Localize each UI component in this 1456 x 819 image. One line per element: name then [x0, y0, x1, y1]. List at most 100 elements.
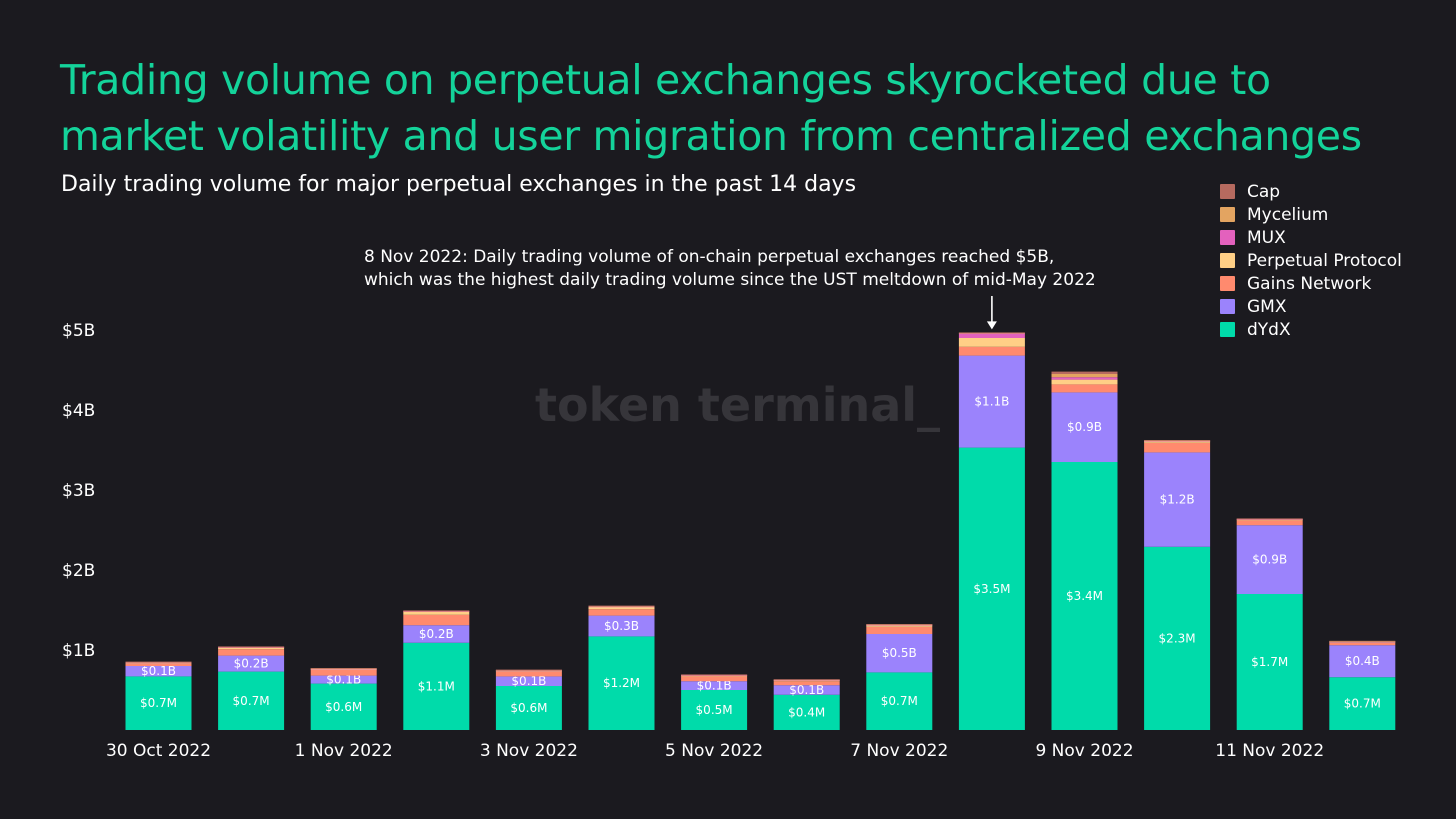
bar-segment-perpetual-protocol — [958, 338, 1025, 347]
legend-swatch — [1220, 184, 1235, 199]
data-label: $0.9B — [1252, 553, 1287, 567]
data-label: $0.5B — [882, 646, 917, 660]
bar-segment-gmx — [681, 681, 748, 690]
bar-segment-dydx — [866, 672, 933, 730]
legend-label: Perpetual Protocol — [1247, 250, 1402, 271]
data-label: $0.7M — [1344, 697, 1381, 711]
data-label: $0.1B — [697, 679, 732, 693]
bar-segment-perpetual-protocol — [403, 611, 470, 615]
data-label: $0.1B — [511, 674, 546, 688]
data-label: $0.6M — [325, 700, 362, 714]
legend-swatch — [1220, 207, 1235, 222]
data-label: $0.5M — [696, 703, 733, 717]
legend-item: Gains Network — [1220, 272, 1402, 295]
bar-segment-dydx — [1236, 594, 1303, 730]
bar-segment-cap — [958, 332, 1025, 334]
x-tick-label: 9 Nov 2022 — [1035, 741, 1133, 761]
bar-segment-dydx — [773, 694, 840, 730]
bar-segment-mux — [125, 662, 192, 664]
legend-label: MUX — [1247, 227, 1286, 248]
y-tick-label: $4B — [62, 401, 95, 421]
bar-segment-perpetual-protocol — [1329, 642, 1396, 643]
legend-item: dYdX — [1220, 318, 1402, 341]
bar-segment-gmx — [958, 355, 1025, 448]
legend-label: GMX — [1247, 296, 1287, 317]
bar-segment-cap — [681, 674, 748, 676]
data-label: $3.4M — [1066, 589, 1103, 603]
bar-segment-gains-network — [866, 626, 933, 634]
bar-segment-perpetual-protocol — [773, 680, 840, 682]
data-label: $0.1B — [789, 683, 824, 697]
bar-segment-mux — [495, 670, 562, 672]
data-label: $1.2B — [1160, 493, 1195, 507]
bar-segment-dydx — [310, 683, 377, 730]
bar-segment-gmx — [1329, 645, 1396, 678]
bar-segment-perpetual-protocol — [588, 606, 655, 610]
bar-segment-mux — [958, 333, 1025, 338]
data-label: $1.7M — [1251, 655, 1288, 669]
data-label: $0.1B — [326, 673, 361, 687]
legend-swatch — [1220, 299, 1235, 314]
bar-segment-perpetual-protocol — [218, 647, 285, 650]
data-label: $0.6M — [510, 701, 547, 715]
legend-label: Mycelium — [1247, 204, 1329, 225]
bar-segment-gmx — [588, 615, 655, 637]
bar-segment-gmx — [1144, 452, 1211, 547]
data-label: $0.9B — [1067, 420, 1102, 434]
data-label: $0.7M — [881, 694, 918, 708]
bar-segment-mycelium — [588, 606, 655, 607]
bar-segment-gains-network — [1051, 384, 1118, 393]
legend-item: Perpetual Protocol — [1220, 249, 1402, 272]
bar-segment-perpetual-protocol — [866, 625, 933, 627]
annotation-arrow-head — [986, 321, 997, 330]
data-label: $0.4B — [1345, 654, 1380, 668]
data-label: $0.1B — [141, 664, 176, 678]
bar-segment-perpetual-protocol — [1144, 441, 1211, 443]
bar-segment-cap — [866, 624, 933, 625]
data-label: $1.1B — [974, 395, 1009, 409]
bar-segment-cap — [1144, 440, 1211, 441]
data-label: $0.2B — [419, 627, 454, 641]
bar-segment-gains-network — [588, 609, 655, 616]
bar-segment-gmx — [773, 685, 840, 695]
bar-segment-mycelium — [310, 668, 377, 670]
bar-segment-cap — [218, 646, 285, 648]
bar-segment-cap — [1236, 518, 1303, 520]
bar-segment-cap — [1329, 640, 1396, 642]
bar-segment-gains-network — [125, 663, 192, 666]
bar-segment-cap — [495, 669, 562, 671]
bar-segment-mux — [588, 606, 655, 608]
bar-segment-gmx — [1236, 525, 1303, 594]
peak-annotation: 8 Nov 2022: Daily trading volume of on-c… — [364, 246, 1096, 292]
legend-item: Cap — [1220, 180, 1402, 203]
bar-segment-gains-network — [681, 676, 748, 682]
x-tick-label: 1 Nov 2022 — [295, 741, 393, 761]
bar-segment-cap — [1051, 371, 1118, 374]
x-tick-label: 5 Nov 2022 — [665, 741, 763, 761]
x-tick-label: 3 Nov 2022 — [480, 741, 578, 761]
bar-segment-gains-network — [495, 671, 562, 677]
data-label: $0.4M — [788, 705, 825, 719]
legend-label: dYdX — [1247, 319, 1291, 340]
bar-segment-mycelium — [495, 670, 562, 671]
data-label: $0.7M — [140, 696, 177, 710]
bar-segment-cap — [403, 610, 470, 612]
bar-segment-dydx — [958, 447, 1025, 730]
data-label: $2.3M — [1159, 631, 1196, 645]
data-label: $1.2M — [603, 676, 640, 690]
legend-item: MUX — [1220, 226, 1402, 249]
legend: Cap Mycelium MUX Perpetual Protocol Gains Ne… — [1220, 180, 1402, 341]
data-label: $1.1M — [418, 679, 455, 693]
bar-segment-gmx — [403, 625, 470, 643]
bar-segment-gmx — [495, 676, 562, 686]
legend-swatch — [1220, 322, 1235, 337]
bar-segment-gmx — [125, 666, 192, 677]
bar-segment-mycelium — [866, 624, 933, 626]
legend-swatch — [1220, 230, 1235, 245]
bar-segment-dydx — [588, 636, 655, 730]
legend-label: Gains Network — [1247, 273, 1372, 294]
bar-segment-dydx — [218, 671, 285, 730]
bar-segment-gains-network — [1329, 642, 1396, 646]
data-label: $0.7M — [233, 694, 270, 708]
